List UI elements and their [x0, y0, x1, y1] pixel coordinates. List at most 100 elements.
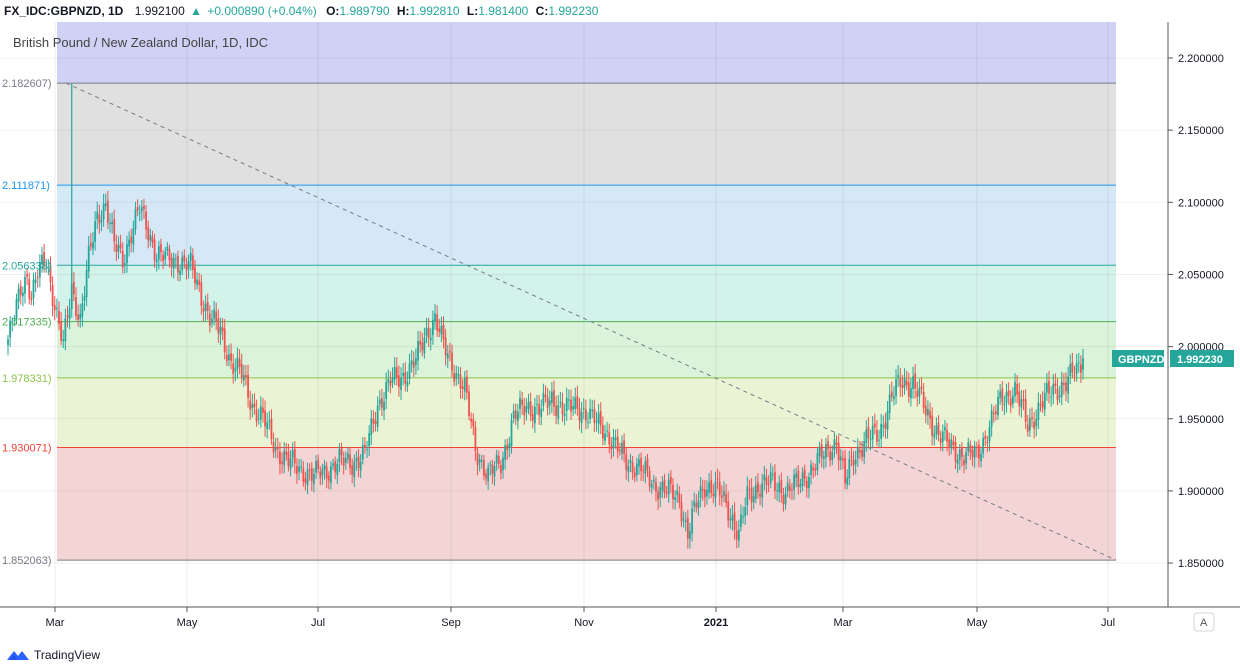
candle-body: [550, 391, 553, 404]
brand-name: TradingView: [34, 648, 101, 662]
candle-body: [155, 259, 158, 263]
candle-body: [60, 321, 63, 341]
candle-body: [812, 467, 815, 471]
candle-body: [703, 489, 706, 498]
candle-body: [204, 303, 207, 311]
candle-body: [644, 461, 647, 474]
candle-body: [910, 387, 912, 399]
candle-body: [321, 468, 324, 476]
candle-body: [521, 399, 524, 405]
candle-body: [977, 444, 980, 459]
candle-body: [618, 450, 621, 452]
candle-body: [194, 267, 196, 284]
fib-zone: [57, 265, 1116, 322]
candle-body: [372, 419, 375, 424]
candle-body: [752, 496, 755, 503]
candle-body: [446, 353, 449, 359]
candle-body: [92, 242, 94, 249]
candle-body: [308, 469, 311, 471]
candle-body: [612, 437, 615, 447]
candle-body: [780, 479, 783, 494]
candle-body: [621, 442, 623, 454]
candle-body: [791, 489, 793, 491]
candle-body: [119, 243, 122, 249]
time-tick-label: May: [967, 617, 988, 629]
candle-body: [820, 444, 823, 458]
candle-body: [971, 449, 974, 457]
symbol-label[interactable]: FX_IDC:GBPNZD, 1D: [4, 4, 124, 18]
candle-body: [270, 418, 273, 440]
candle-body: [578, 407, 581, 421]
candle-body: [903, 378, 906, 388]
trend-line[interactable]: [65, 82, 1117, 561]
candle-body: [264, 410, 266, 427]
candle-body: [601, 425, 604, 439]
candle-body: [757, 482, 759, 493]
candle-body: [519, 398, 521, 409]
candle-body: [47, 267, 50, 269]
candle-body: [822, 456, 825, 460]
candle-body: [366, 449, 368, 451]
candle-body: [1035, 419, 1038, 427]
candle-body: [686, 518, 689, 539]
candle-body: [478, 459, 481, 463]
price-tick-label: 2.050000: [1178, 269, 1224, 281]
candle-body: [100, 219, 103, 222]
candle-body: [330, 465, 332, 483]
candle-body: [189, 252, 192, 261]
candle-body: [306, 469, 309, 485]
candle-body: [650, 484, 653, 488]
candle-body: [769, 471, 772, 484]
candle-body: [281, 461, 283, 464]
candle-body: [516, 411, 519, 422]
candle-body: [1037, 402, 1040, 420]
candle-body: [89, 243, 92, 247]
candle-body: [527, 402, 530, 409]
candle-body: [398, 375, 400, 388]
candle-body: [553, 390, 555, 407]
candle-body: [347, 453, 349, 460]
tradingview-logo[interactable]: TradingView: [6, 648, 100, 662]
candle-body: [1001, 388, 1004, 403]
candle-body: [393, 366, 396, 380]
candle-body: [315, 460, 317, 473]
candle-body: [11, 322, 14, 324]
candle-body: [255, 409, 258, 422]
candle-body: [948, 439, 951, 448]
candle-body: [625, 454, 628, 470]
candle-body: [540, 408, 543, 418]
candle-body: [491, 464, 494, 474]
fib-level-label: 1.930071): [2, 443, 52, 455]
fib-level-label: 2.111871): [2, 180, 50, 192]
candle-body: [801, 472, 804, 486]
candle-body: [886, 411, 889, 430]
candle-body: [735, 530, 738, 540]
fib-labels: 2.182607) 2.111871) 2.056338) 2.017335) 1.97…: [2, 78, 52, 567]
candle-body: [179, 270, 181, 275]
candle-body: [434, 313, 436, 322]
candle-body: [459, 374, 462, 389]
candle-body: [404, 372, 407, 384]
candle-body: [599, 411, 602, 426]
candle-body: [332, 463, 334, 466]
candle-body: [242, 375, 245, 381]
candle-body: [342, 457, 345, 466]
candle-body: [565, 397, 568, 411]
candle-body: [385, 382, 388, 400]
candle-body: [782, 495, 785, 504]
candle-body: [66, 315, 69, 318]
candle-body: [38, 261, 41, 278]
candle-body: [952, 441, 955, 446]
candle-body: [219, 326, 222, 335]
candle-body: [474, 427, 477, 451]
candle-body: [546, 397, 549, 408]
candle-body: [234, 368, 237, 372]
candle-body: [98, 214, 101, 224]
candle-body: [21, 292, 24, 297]
candle-body: [408, 363, 411, 379]
candle-body: [402, 373, 405, 376]
price-chart[interactable]: 2.182607) 2.111871) 2.056338) 2.017335) 1.97…: [0, 22, 1240, 641]
auto-scale-button[interactable]: A: [1193, 612, 1215, 632]
candle-body: [937, 422, 940, 436]
candle-body: [126, 244, 128, 264]
